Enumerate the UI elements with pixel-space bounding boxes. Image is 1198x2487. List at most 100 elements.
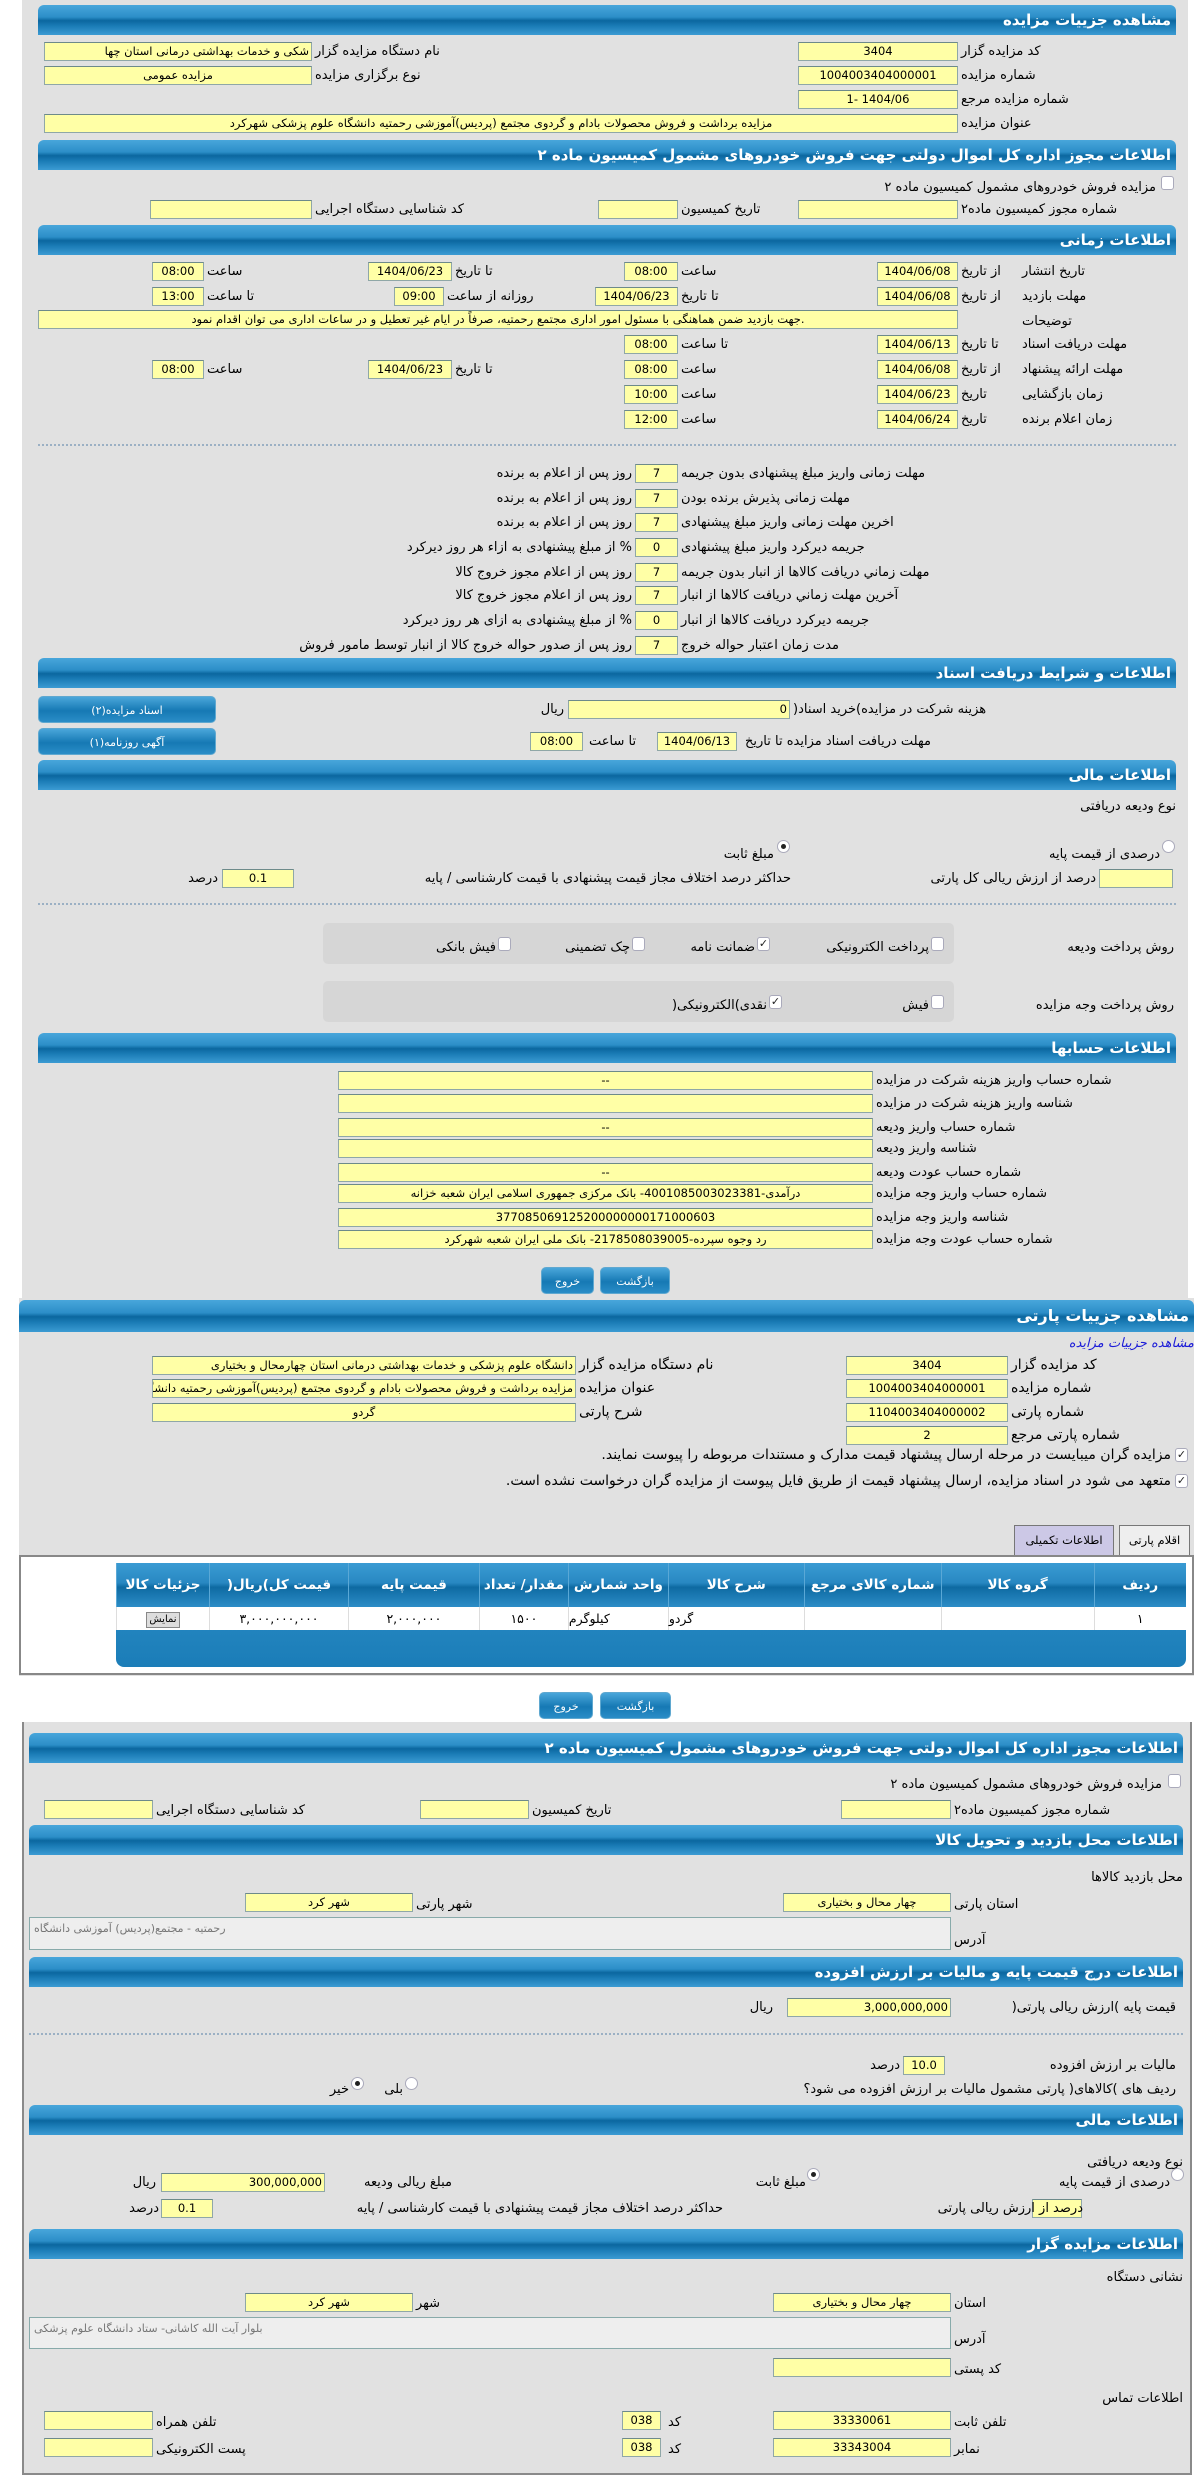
lot-fixed-radio[interactable] — [807, 2168, 820, 2181]
col-base-price: قیمت پایه — [347, 1563, 480, 1607]
vat-no-label: خیر — [329, 2082, 349, 2097]
auction-code-field: 3404 — [798, 42, 958, 61]
phone-field: 33330061 — [773, 2411, 951, 2430]
docs-deadline-label: مهلت دریافت اسناد مزایده تا تاریخ — [745, 734, 931, 749]
offer-from-date: 1404/06/08 — [877, 360, 958, 379]
account-field: -- — [338, 1071, 873, 1090]
date-label: تاریخ — [961, 412, 987, 427]
winner-time: 12:00 — [624, 410, 678, 429]
accounts-header: اطلاعات حسابها — [38, 1033, 1176, 1063]
auction-details-header: مشاهده جزییات مزایده — [38, 5, 1176, 35]
lot-permit-checkbox[interactable] — [1168, 1774, 1181, 1788]
desc-field: .جهت بازدید ضمن هماهنگی با مسئول امور اد… — [38, 310, 958, 329]
col-unit: واحد شمارش — [567, 1563, 669, 1607]
winner-date: 1404/06/24 — [877, 410, 958, 429]
from-date-label: از تاریخ — [961, 362, 1001, 377]
no-attach-checkbox[interactable]: ✓ — [1175, 1474, 1188, 1488]
percent-unit: درصد — [188, 871, 218, 886]
payment-method-label: روش پرداخت وجه مزایده — [1035, 998, 1174, 1013]
lot-code-label: کد مزایده گزار — [1011, 1357, 1097, 1373]
deposit-method-checkbox[interactable]: ✓ — [757, 937, 770, 951]
mobile-field — [44, 2411, 153, 2430]
deadline-suffix: روز پس از اعلام به برنده — [496, 466, 632, 481]
deadline-suffix: روز پس از اعلام به برنده — [496, 491, 632, 506]
auction-code-label: کد مزایده گزار — [961, 44, 1041, 59]
lot-number-label: شماره پارتی — [1011, 1404, 1085, 1420]
attach-docs-checkbox[interactable]: ✓ — [1175, 1448, 1188, 1462]
auction-subject-label: عنوان مزایده — [961, 116, 1032, 131]
lot-percent-radio[interactable] — [1171, 2168, 1184, 2181]
city-label: شهر — [416, 2296, 441, 2311]
deadline-field: 0 — [635, 611, 678, 630]
payment-method-checkbox[interactable]: ✓ — [769, 995, 782, 1009]
percent-radio[interactable] — [1162, 840, 1175, 853]
back-button[interactable]: بازگشت — [600, 1692, 671, 1719]
col-group: گروه کالا — [940, 1563, 1095, 1607]
deposit-method-checkbox[interactable] — [498, 937, 511, 951]
permit-number-field — [798, 200, 958, 219]
deadline-suffix: روز پس از صدور حواله خروج کالا از انبار … — [299, 638, 632, 653]
opening-label: زمان بازگشایی — [1022, 387, 1103, 402]
vat-no-radio[interactable] — [351, 2077, 364, 2090]
vat-yes-radio[interactable] — [405, 2077, 418, 2090]
phone-code-field: 038 — [622, 2411, 661, 2430]
lot-desc-field: گردو — [152, 1403, 576, 1422]
docs-to-date: 1404/06/13 — [877, 335, 958, 354]
to-hour-label: تا ساعت — [589, 734, 637, 749]
postal-label: کد پستی — [954, 2362, 1002, 2377]
tab-extra-info[interactable]: اطلاعات تکمیلی — [1014, 1525, 1114, 1555]
account-label: شماره حساب واریز هزینه شرکت در مزایده — [876, 1073, 1112, 1088]
rial-label: ریال — [749, 2000, 773, 2015]
deadline-label: آخرین مهلت زماني دريافت کالاها از انبار — [681, 588, 899, 603]
lot-permit-number-label: شماره مجوز کمیسیون ماده۲ — [954, 1803, 1111, 1818]
exit-button[interactable]: خروج — [541, 1267, 594, 1294]
auction-number-field: 1004003404000001 — [798, 66, 958, 85]
hour-label: ساعت — [681, 387, 717, 402]
winner-label: زمان اعلام برنده — [1022, 412, 1113, 427]
permit-header: اطلاعات مجوز اداره کل اموال دولتی جهت فر… — [38, 140, 1176, 170]
hour-label: ساعت — [681, 362, 717, 377]
auction-details-link[interactable]: مشاهده جزییات مزایده — [1068, 1336, 1194, 1351]
visit-daily-from: 09:00 — [394, 287, 444, 306]
hour-label: ساعت — [207, 362, 243, 377]
deadline-label: مهلت زماني دريافت کالاها از انبار بدون ج… — [681, 565, 930, 580]
tab-lot-items[interactable]: اقلام پارتی — [1119, 1525, 1190, 1555]
province-label: استان — [954, 2296, 986, 2311]
cell-desc: گردو — [667, 1607, 805, 1630]
docs-deadline-label: مهلت دریافت اسناد — [1022, 337, 1128, 352]
offer-to-date: 1404/06/23 — [368, 360, 452, 379]
percent-value-label: درصد از ارزش ریالی کل پارتی — [930, 871, 1096, 886]
to-date-label: تا تاریخ — [455, 264, 493, 279]
cell-base-price: ۲,۰۰۰,۰۰۰ — [347, 1607, 480, 1630]
back-button[interactable]: بازگشت — [600, 1267, 670, 1294]
fixed-radio[interactable] — [777, 840, 790, 853]
to-hour-label: تا ساعت — [207, 289, 255, 304]
deadline-field: 7 — [635, 563, 678, 582]
permit-checkbox[interactable] — [1161, 176, 1174, 190]
exit-button[interactable]: خروج — [539, 1692, 593, 1719]
to-date-label: تا تاریخ — [961, 337, 999, 352]
hour-label: ساعت — [207, 264, 243, 279]
lot-org-field: دانشگاه علوم پزشکی و خدمات بهداشتی درمان… — [152, 1356, 576, 1375]
account-label: شماره حساب عودت ودیعه — [876, 1165, 1022, 1180]
lot-ref-field: 2 — [846, 1426, 1008, 1445]
newspaper-ad-button[interactable]: آگهی روزنامه(۱) — [38, 728, 216, 755]
lot-details-header: مشاهده جزییات پارتی — [19, 1300, 1194, 1332]
payment-method-label: نقدی)الکترونیکی( — [671, 998, 767, 1013]
deposit-method-checkbox[interactable] — [632, 937, 645, 951]
attach-docs-label: مزایده گران میبایست در مرحله ارسال پیشنه… — [601, 1447, 1171, 1463]
deposit-method-checkbox[interactable] — [931, 937, 944, 951]
deadline-field: 7 — [635, 586, 678, 605]
lot-auction-number-label: شماره مزایده — [1011, 1380, 1092, 1396]
docs-deadline-time: 08:00 — [530, 732, 583, 751]
auction-docs-button[interactable]: اسناد مزایده(۲) — [38, 696, 216, 723]
col-desc: شرح کالا — [667, 1563, 805, 1607]
lot-subject-label: عنوان مزایده — [579, 1380, 656, 1396]
account-label: شناسه واریز وجه مزایده — [876, 1210, 1009, 1225]
deadline-field: 0 — [635, 538, 678, 557]
show-details-button[interactable]: نمایش — [146, 1611, 180, 1628]
offer-to-time: 08:00 — [152, 360, 204, 379]
lot-percent-unit: درصد — [129, 2201, 159, 2216]
lot-city-label: شهر پارتی — [416, 1897, 473, 1912]
payment-method-checkbox[interactable] — [931, 995, 944, 1009]
